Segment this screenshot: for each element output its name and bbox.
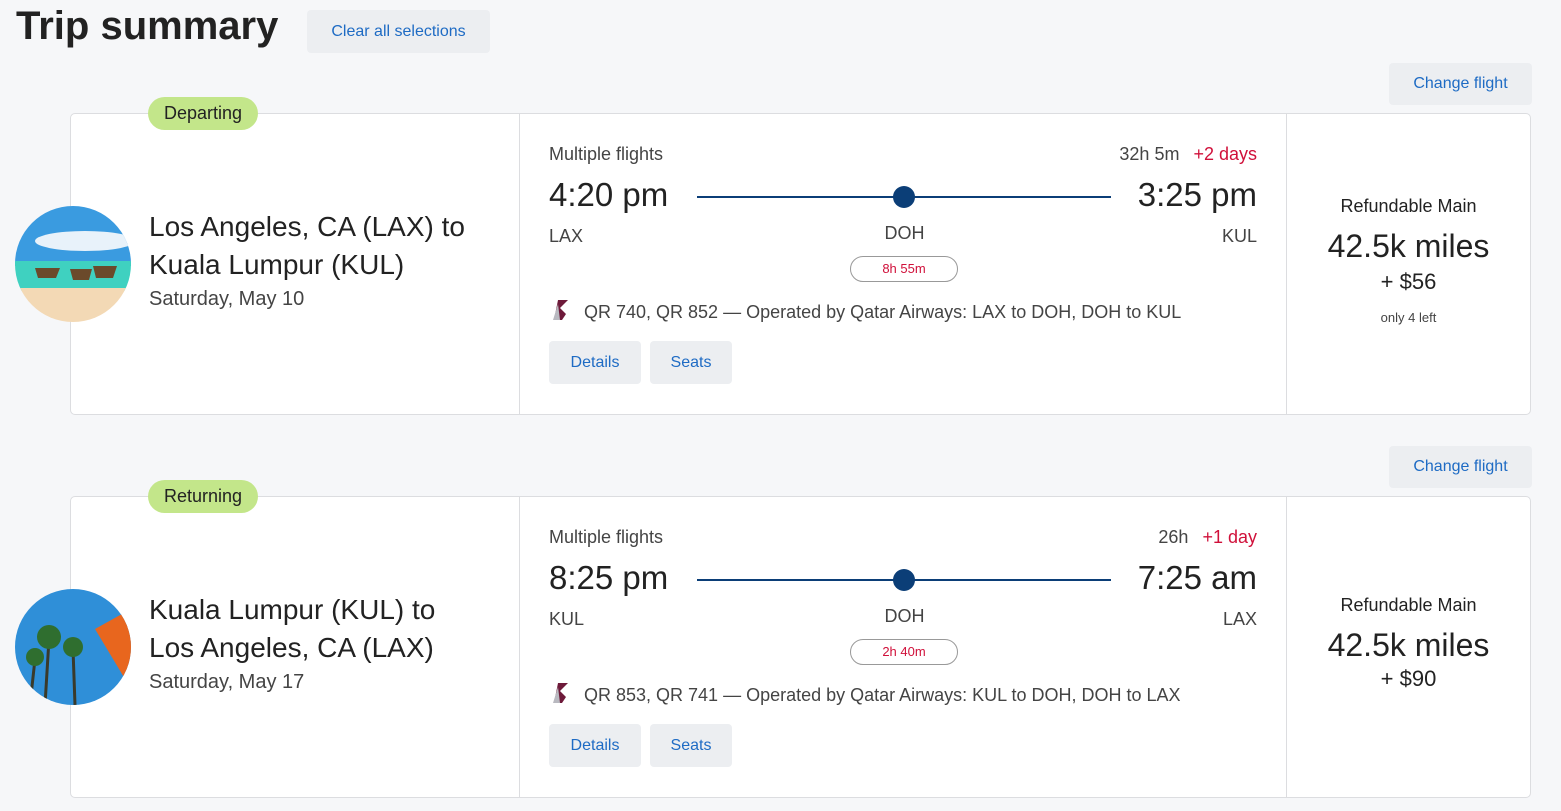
arrival-airport: KUL bbox=[1221, 226, 1257, 246]
flight-card: Los Angeles, CA (LAX) to Kuala Lumpur (KU… bbox=[15, 113, 1531, 415]
arrival-time: 3:25 pm bbox=[1137, 176, 1257, 213]
total-duration: 26h +1 day bbox=[1158, 527, 1257, 548]
details-button[interactable]: Details bbox=[549, 341, 641, 384]
route-summary: Los Angeles, CA (LAX) to Kuala Lumpur (KU… bbox=[15, 114, 520, 414]
taxes-fees: + $90 bbox=[1380, 666, 1437, 691]
details-button[interactable]: Details bbox=[549, 724, 641, 767]
seats-button[interactable]: Seats bbox=[650, 341, 732, 384]
change-flight-button[interactable]: Change flight bbox=[1389, 63, 1532, 105]
stop-dot-icon bbox=[893, 569, 915, 591]
page-title: Trip summary bbox=[16, 4, 279, 48]
route-summary: Kuala Lumpur (KUL) to Los Angeles, CA (LA… bbox=[15, 497, 520, 797]
departure-time: 4:20 pm bbox=[549, 176, 669, 213]
trip-section-departing: Change flight Departing Los Angeles, CA … bbox=[0, 63, 1561, 423]
arrival-time: 7:25 am bbox=[1137, 559, 1257, 596]
miles-price: 42.5k miles bbox=[1327, 228, 1490, 264]
plus-days: +2 days bbox=[1193, 144, 1257, 164]
stop-airport: DOH bbox=[884, 223, 925, 243]
trip-direction-badge: Returning bbox=[148, 480, 259, 513]
taxes-fees: + $56 bbox=[1380, 269, 1437, 294]
flight-date: Saturday, May 17 bbox=[149, 671, 305, 693]
trip-direction-badge: Departing bbox=[148, 97, 259, 130]
fare-class: Refundable Main bbox=[1340, 595, 1477, 615]
duration-text: 32h 5m bbox=[1119, 144, 1180, 164]
route-line-graphic bbox=[697, 569, 1111, 591]
flight-card: Kuala Lumpur (KUL) to Los Angeles, CA (LA… bbox=[15, 496, 1531, 798]
stop-dot-icon bbox=[893, 186, 915, 208]
route-title: Los Angeles, CA (LAX) to Kuala Lumpur (KU… bbox=[149, 208, 465, 284]
multiple-flights-label: Multiple flights bbox=[549, 527, 664, 547]
route-line: Los Angeles, CA (LAX) to bbox=[149, 211, 465, 242]
departure-time: 8:25 pm bbox=[549, 559, 669, 596]
destination-photo bbox=[15, 589, 131, 705]
fare-summary: Refundable Main 42.5k miles + $56 only 4… bbox=[1287, 114, 1530, 414]
departure-airport: KUL bbox=[549, 609, 585, 629]
fare-class: Refundable Main bbox=[1340, 196, 1477, 216]
operated-by: QR 853, QR 741 — Operated by Qatar Airwa… bbox=[552, 681, 1181, 710]
qatar-airways-logo-icon bbox=[552, 681, 572, 710]
total-duration: 32h 5m +2 days bbox=[1119, 144, 1257, 165]
flight-date: Saturday, May 10 bbox=[149, 288, 305, 310]
seats-button[interactable]: Seats bbox=[650, 724, 732, 767]
route-line-graphic bbox=[697, 186, 1111, 208]
layover-duration: 2h 40m bbox=[850, 639, 958, 665]
fare-summary: Refundable Main 42.5k miles + $90 bbox=[1287, 497, 1530, 797]
operated-by: QR 740, QR 852 — Operated by Qatar Airwa… bbox=[552, 298, 1181, 327]
arrival-airport: LAX bbox=[1222, 609, 1257, 629]
stop-airport: DOH bbox=[884, 606, 925, 626]
flight-numbers-text: QR 853, QR 741 — Operated by Qatar Airwa… bbox=[584, 685, 1181, 705]
multiple-flights-label: Multiple flights bbox=[549, 144, 664, 164]
clear-all-selections-button[interactable]: Clear all selections bbox=[307, 10, 490, 53]
departure-airport: LAX bbox=[549, 226, 584, 246]
plus-days: +1 day bbox=[1202, 527, 1257, 547]
layover-duration: 8h 55m bbox=[850, 256, 958, 282]
itinerary: Multiple flights 26h +1 day 8:25 pm 7:25 … bbox=[520, 497, 1287, 797]
route-title: Kuala Lumpur (KUL) to Los Angeles, CA (LA… bbox=[149, 591, 435, 667]
qatar-airways-logo-icon bbox=[552, 298, 572, 327]
itinerary: Multiple flights 32h 5m +2 days 4:20 pm 3… bbox=[520, 114, 1287, 414]
duration-text: 26h bbox=[1158, 527, 1189, 547]
trip-section-returning: Change flight Returning Kuala Lumpur (KU… bbox=[0, 446, 1561, 806]
miles-price: 42.5k miles bbox=[1327, 627, 1490, 663]
route-line: Los Angeles, CA (LAX) bbox=[149, 632, 434, 663]
change-flight-button[interactable]: Change flight bbox=[1389, 446, 1532, 488]
destination-photo bbox=[15, 206, 131, 322]
flight-numbers-text: QR 740, QR 852 — Operated by Qatar Airwa… bbox=[584, 302, 1182, 322]
route-line: Kuala Lumpur (KUL) bbox=[149, 249, 405, 280]
seats-remaining: only 4 left bbox=[1380, 310, 1437, 325]
route-line: Kuala Lumpur (KUL) to bbox=[149, 594, 436, 625]
